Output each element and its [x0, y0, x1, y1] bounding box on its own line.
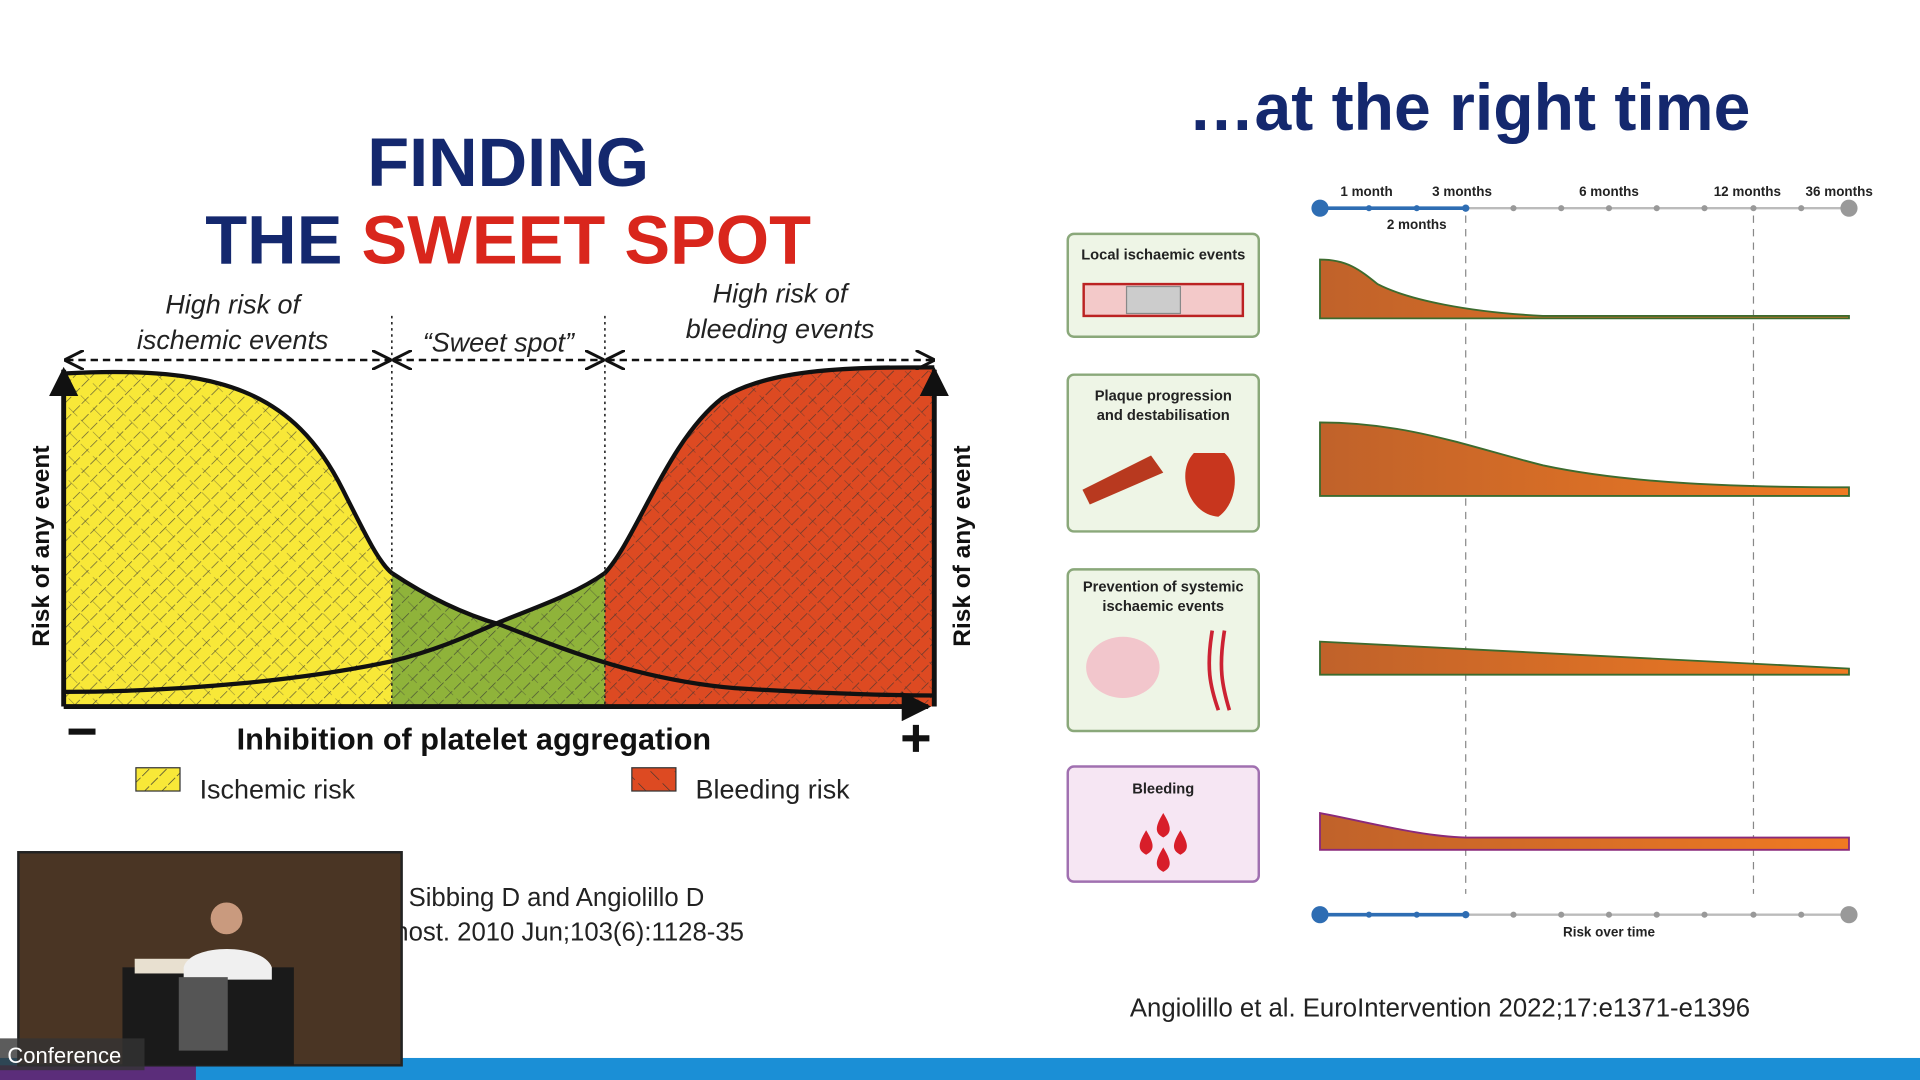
citation: nost. 2010 Jun;103(6):1128-35: [394, 918, 744, 946]
legend-hatch: [631, 767, 676, 792]
timeline-label: 12 months: [1714, 184, 1781, 199]
timeline-label: 1 month: [1340, 184, 1392, 199]
bleeding-curve: [63, 365, 935, 694]
timeline-label: 2 months: [1387, 217, 1447, 232]
timeline-top: [1311, 199, 1858, 217]
panel-label: Prevention of systemic: [1083, 579, 1244, 595]
x-axis-label: Inhibition of platelet aggregation: [237, 722, 711, 756]
artery-icon: [1082, 455, 1164, 505]
region-label: bleeding events: [686, 314, 875, 344]
citation: , Sibbing D and Angiolillo D: [394, 884, 704, 912]
brain-icon: [1086, 636, 1160, 698]
axis-label: Risk over time: [1563, 925, 1655, 940]
title: THE SWEET SPOT: [205, 201, 811, 278]
risk-curve: [1319, 421, 1850, 497]
heart-icon: [1185, 453, 1235, 517]
right-title: …at the right time: [1188, 71, 1750, 145]
bottom-bar: [0, 1057, 1920, 1080]
video-label: Conference: [7, 1043, 121, 1068]
leg-vessel-icon: [1207, 630, 1232, 711]
citation: Angiolillo et al. EuroIntervention 2022;…: [1130, 994, 1750, 1022]
panel-label: Local ischaemic events: [1081, 248, 1245, 264]
speaker-video: [17, 851, 403, 1067]
y-axis-label: Risk of any event: [28, 445, 55, 646]
timeline-bottom: [1311, 906, 1858, 924]
panel-label: Bleeding: [1132, 781, 1194, 797]
plus-sign: [902, 724, 930, 752]
panel-label: Plaque progression: [1095, 388, 1232, 404]
region-label: High risk of: [713, 278, 850, 308]
region-label: “Sweet spot”: [423, 327, 575, 357]
legend-label: Ischemic risk: [200, 774, 356, 804]
timeline-label: 3 months: [1432, 184, 1492, 199]
risk-areas: [63, 367, 935, 707]
title: FINDING: [367, 124, 649, 201]
risk-curve: [1319, 258, 1850, 320]
timeline-label: 36 months: [1806, 184, 1873, 199]
legend-hatch: [135, 767, 180, 792]
panel-label: ischaemic events: [1102, 599, 1224, 615]
risk-curve: [1319, 811, 1850, 851]
panel-label: and destabilisation: [1097, 408, 1230, 424]
minus-sign: [68, 728, 96, 735]
region-label: High risk of: [165, 289, 302, 319]
ischemic-curve: [63, 369, 935, 698]
region-label: ischemic events: [137, 325, 329, 355]
risk-curve: [1319, 640, 1850, 676]
title-part: SWEET SPOT: [361, 201, 811, 278]
stent-icon: [1125, 285, 1182, 315]
blood-drops: [1139, 813, 1187, 872]
legend-label: Bleeding risk: [696, 774, 851, 804]
label-bg: [0, 1038, 145, 1071]
title-part: THE: [205, 201, 342, 278]
y-axis-label: Risk of any event: [949, 445, 976, 646]
timeline-label: 6 months: [1579, 184, 1639, 199]
